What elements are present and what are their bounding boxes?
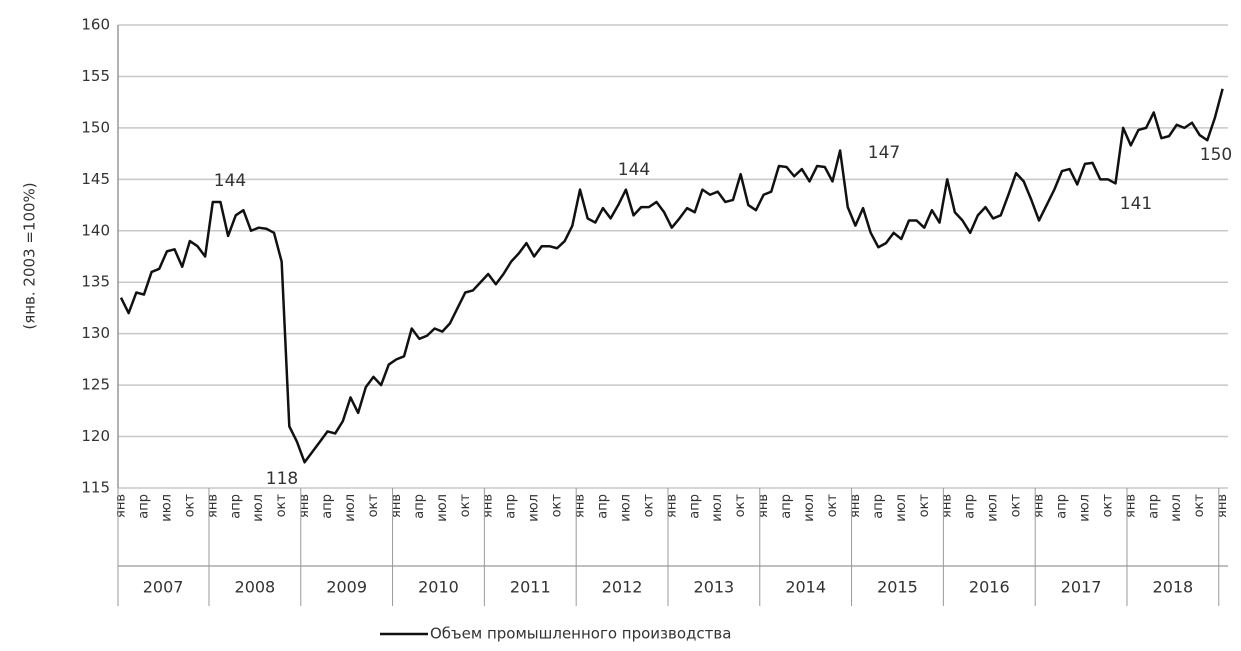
x-tick-label: июл — [435, 494, 450, 522]
annotation: 144 — [214, 171, 246, 191]
x-tick-label: янв — [1215, 494, 1230, 518]
x-tick-label: апр — [595, 494, 610, 519]
x-tick-label: апр — [1146, 494, 1161, 519]
x-tick-label: окт — [1009, 494, 1024, 518]
y-tick-label: 115 — [81, 479, 110, 497]
annotation: 150 — [1200, 145, 1232, 165]
y-axis-label: (янв. 2003 =100%) — [21, 182, 39, 329]
annotation: 147 — [868, 143, 900, 163]
year-label: 2011 — [510, 578, 551, 597]
x-tick-label: апр — [963, 494, 978, 519]
x-tick-label: окт — [274, 494, 289, 518]
x-tick-label: окт — [366, 494, 381, 518]
year-label: 2012 — [602, 578, 643, 597]
year-label: 2010 — [418, 578, 459, 597]
x-tick-label: апр — [412, 494, 427, 519]
x-tick-label: апр — [136, 494, 151, 519]
y-tick-label: 155 — [81, 67, 110, 85]
y-tick-label: 130 — [81, 324, 110, 342]
year-label: 2009 — [326, 578, 367, 597]
year-label: 2017 — [1061, 578, 1102, 597]
y-tick-label: 120 — [81, 427, 110, 445]
x-tick-label: апр — [1054, 494, 1069, 519]
x-tick-label: июл — [710, 494, 725, 522]
x-tick-label: янв — [848, 494, 863, 518]
x-tick-label: янв — [205, 494, 220, 518]
y-tick-label: 145 — [81, 170, 110, 188]
x-tick-label: окт — [182, 494, 197, 518]
annotation: 144 — [618, 160, 650, 180]
year-label: 2015 — [877, 578, 918, 597]
x-tick-label: апр — [320, 494, 335, 519]
x-tick-label: июл — [251, 494, 266, 522]
x-tick-label: окт — [1100, 494, 1115, 518]
y-tick-label: 150 — [81, 118, 110, 136]
x-tick-label: апр — [871, 494, 886, 519]
x-tick-label: окт — [917, 494, 932, 518]
x-tick-label: янв — [1032, 494, 1047, 518]
x-tick-label: июл — [894, 494, 909, 522]
y-tick-label: 160 — [81, 16, 110, 34]
x-tick-label: окт — [458, 494, 473, 518]
x-tick-label: янв — [114, 494, 129, 518]
x-tick-label: окт — [825, 494, 840, 518]
x-tick-label: июл — [1077, 494, 1092, 522]
x-tick-label: июл — [343, 494, 358, 522]
x-tick-label: окт — [733, 494, 748, 518]
y-tick-label: 125 — [81, 376, 110, 394]
y-tick-label: 135 — [81, 273, 110, 291]
year-label: 2013 — [694, 578, 735, 597]
annotation: 118 — [266, 469, 298, 489]
x-tick-label: янв — [297, 494, 312, 518]
year-label: 2008 — [235, 578, 276, 597]
x-tick-label: июл — [618, 494, 633, 522]
year-label: 2018 — [1153, 578, 1194, 597]
x-tick-label: окт — [1192, 494, 1207, 518]
x-tick-label: июл — [159, 494, 174, 522]
legend-label: Объем промышленного производства — [430, 625, 731, 643]
year-label: 2016 — [969, 578, 1010, 597]
x-tick-label: янв — [940, 494, 955, 518]
x-tick-label: янв — [756, 494, 771, 518]
x-tick-label: апр — [504, 494, 519, 519]
x-tick-label: янв — [481, 494, 496, 518]
year-label: 2014 — [785, 578, 826, 597]
x-tick-label: июл — [986, 494, 1001, 522]
year-label: 2007 — [143, 578, 184, 597]
x-tick-label: янв — [389, 494, 404, 518]
x-tick-label: апр — [228, 494, 243, 519]
x-tick-label: июл — [802, 494, 817, 522]
x-tick-label: окт — [550, 494, 565, 518]
x-tick-label: окт — [641, 494, 656, 518]
x-tick-label: янв — [573, 494, 588, 518]
line-series — [119, 88, 1224, 464]
x-tick-label: июл — [1169, 494, 1184, 522]
x-tick-label: янв — [1123, 494, 1138, 518]
y-tick-label: 140 — [81, 221, 110, 239]
annotation: 141 — [1120, 194, 1152, 214]
x-tick-label: апр — [687, 494, 702, 519]
x-tick-label: апр — [779, 494, 794, 519]
x-tick-label: янв — [664, 494, 679, 518]
x-tick-label: июл — [527, 494, 542, 522]
